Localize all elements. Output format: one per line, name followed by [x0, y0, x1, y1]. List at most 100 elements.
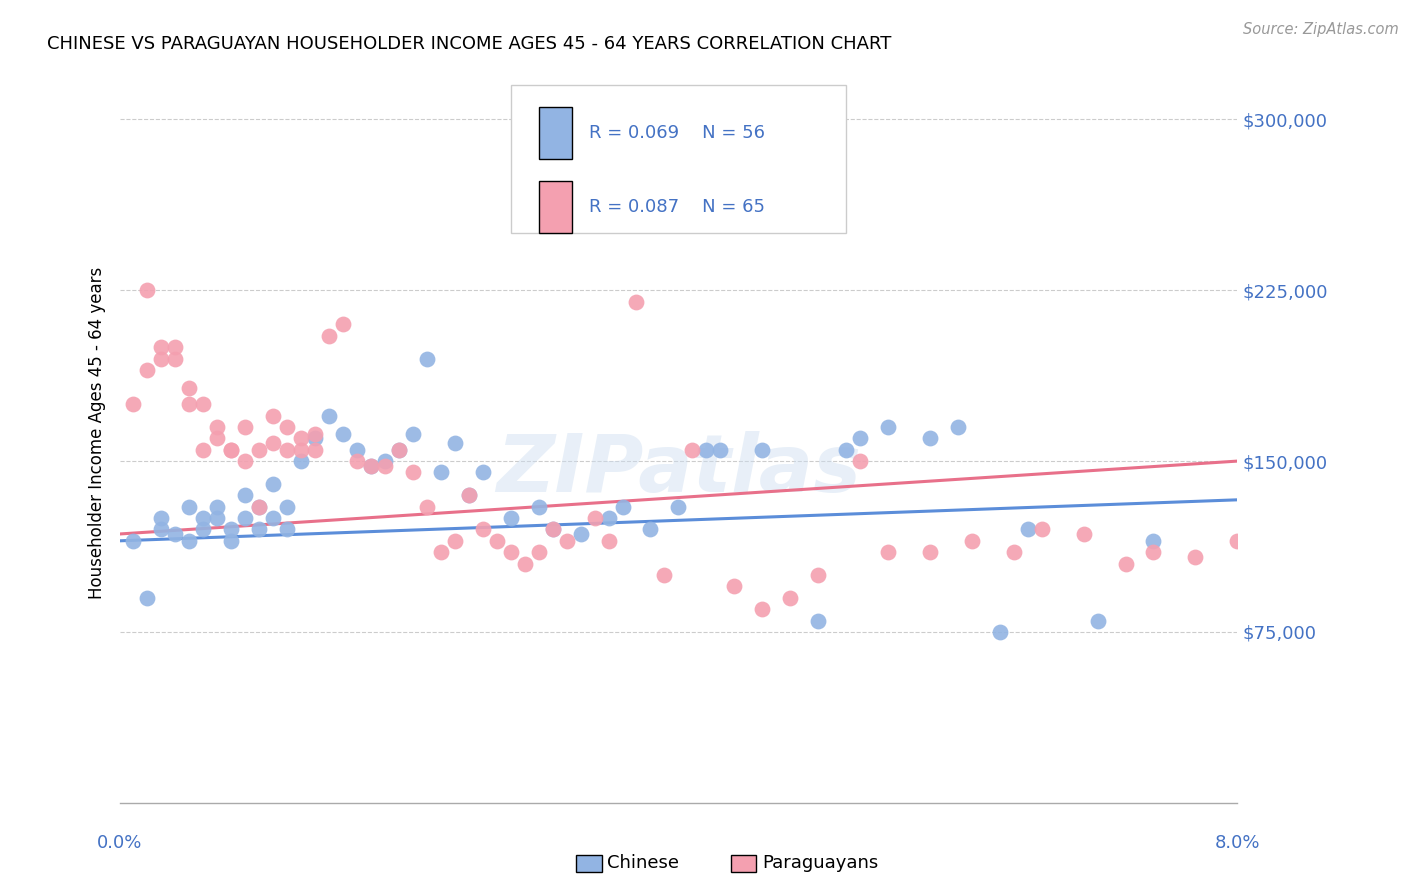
Point — [499, 511, 522, 525]
Point — [207, 431, 229, 445]
Point — [332, 318, 354, 332]
Point — [179, 397, 201, 411]
Point — [165, 527, 187, 541]
Point — [179, 381, 201, 395]
Point — [541, 523, 564, 537]
Text: Source: ZipAtlas.com: Source: ZipAtlas.com — [1243, 22, 1399, 37]
Point — [219, 442, 243, 457]
Point — [457, 488, 479, 502]
Point — [276, 500, 298, 514]
Point — [150, 523, 173, 537]
Point — [444, 435, 467, 450]
Point — [444, 533, 467, 548]
Point — [290, 442, 312, 457]
Point — [304, 426, 326, 441]
Point — [779, 591, 801, 605]
Point — [1142, 533, 1164, 548]
Point — [598, 511, 620, 525]
Point — [165, 351, 187, 366]
FancyBboxPatch shape — [538, 181, 572, 233]
Point — [247, 523, 270, 537]
Point — [695, 442, 717, 457]
Point — [471, 523, 494, 537]
Point — [247, 442, 270, 457]
Point — [346, 442, 368, 457]
Point — [165, 340, 187, 354]
Point — [666, 500, 689, 514]
Text: 8.0%: 8.0% — [1215, 834, 1260, 852]
Point — [681, 442, 703, 457]
Point — [598, 533, 620, 548]
Point — [150, 351, 173, 366]
Point — [569, 527, 592, 541]
Point — [541, 523, 564, 537]
Point — [150, 511, 173, 525]
Text: R = 0.087    N = 65: R = 0.087 N = 65 — [589, 198, 765, 216]
Point — [262, 409, 284, 423]
Text: ZIPatlas: ZIPatlas — [496, 431, 860, 508]
Point — [1184, 549, 1206, 564]
Point — [723, 579, 745, 593]
Point — [247, 500, 270, 514]
Point — [193, 397, 215, 411]
Point — [499, 545, 522, 559]
Point — [388, 442, 411, 457]
Point — [1017, 523, 1039, 537]
Point — [402, 466, 425, 480]
Point — [219, 523, 243, 537]
Point — [290, 454, 312, 468]
Point — [193, 523, 215, 537]
Point — [304, 431, 326, 445]
Point — [1087, 614, 1109, 628]
Point — [849, 454, 872, 468]
Point — [318, 409, 340, 423]
Point — [877, 420, 900, 434]
Point — [960, 533, 983, 548]
Point — [136, 283, 159, 297]
Point — [527, 500, 550, 514]
Point — [709, 442, 731, 457]
Point — [807, 568, 830, 582]
Point — [360, 458, 382, 473]
Point — [193, 511, 215, 525]
Point — [918, 431, 941, 445]
Point — [1073, 527, 1095, 541]
Point — [233, 511, 256, 525]
Point — [219, 442, 243, 457]
Point — [219, 533, 243, 548]
Point — [402, 426, 425, 441]
Point — [304, 442, 326, 457]
Point — [485, 533, 508, 548]
Text: R = 0.069    N = 56: R = 0.069 N = 56 — [589, 124, 765, 142]
Point — [193, 442, 215, 457]
Point — [262, 511, 284, 525]
Point — [918, 545, 941, 559]
Point — [262, 435, 284, 450]
Point — [346, 454, 368, 468]
Point — [360, 458, 382, 473]
Point — [416, 351, 439, 366]
Point — [877, 545, 900, 559]
Point — [988, 624, 1011, 639]
Point — [179, 533, 201, 548]
Point — [583, 511, 606, 525]
Point — [247, 500, 270, 514]
Point — [849, 431, 872, 445]
Point — [471, 466, 494, 480]
Point — [122, 397, 145, 411]
Point — [374, 454, 396, 468]
Point — [430, 545, 453, 559]
Point — [388, 442, 411, 457]
Point — [233, 488, 256, 502]
Point — [807, 614, 830, 628]
Point — [946, 420, 969, 434]
Point — [318, 328, 340, 343]
Point — [276, 442, 298, 457]
Point — [1002, 545, 1025, 559]
Point — [1142, 545, 1164, 559]
Point — [527, 545, 550, 559]
Point — [457, 488, 479, 502]
Point — [233, 420, 256, 434]
Point — [332, 426, 354, 441]
Point — [654, 568, 676, 582]
